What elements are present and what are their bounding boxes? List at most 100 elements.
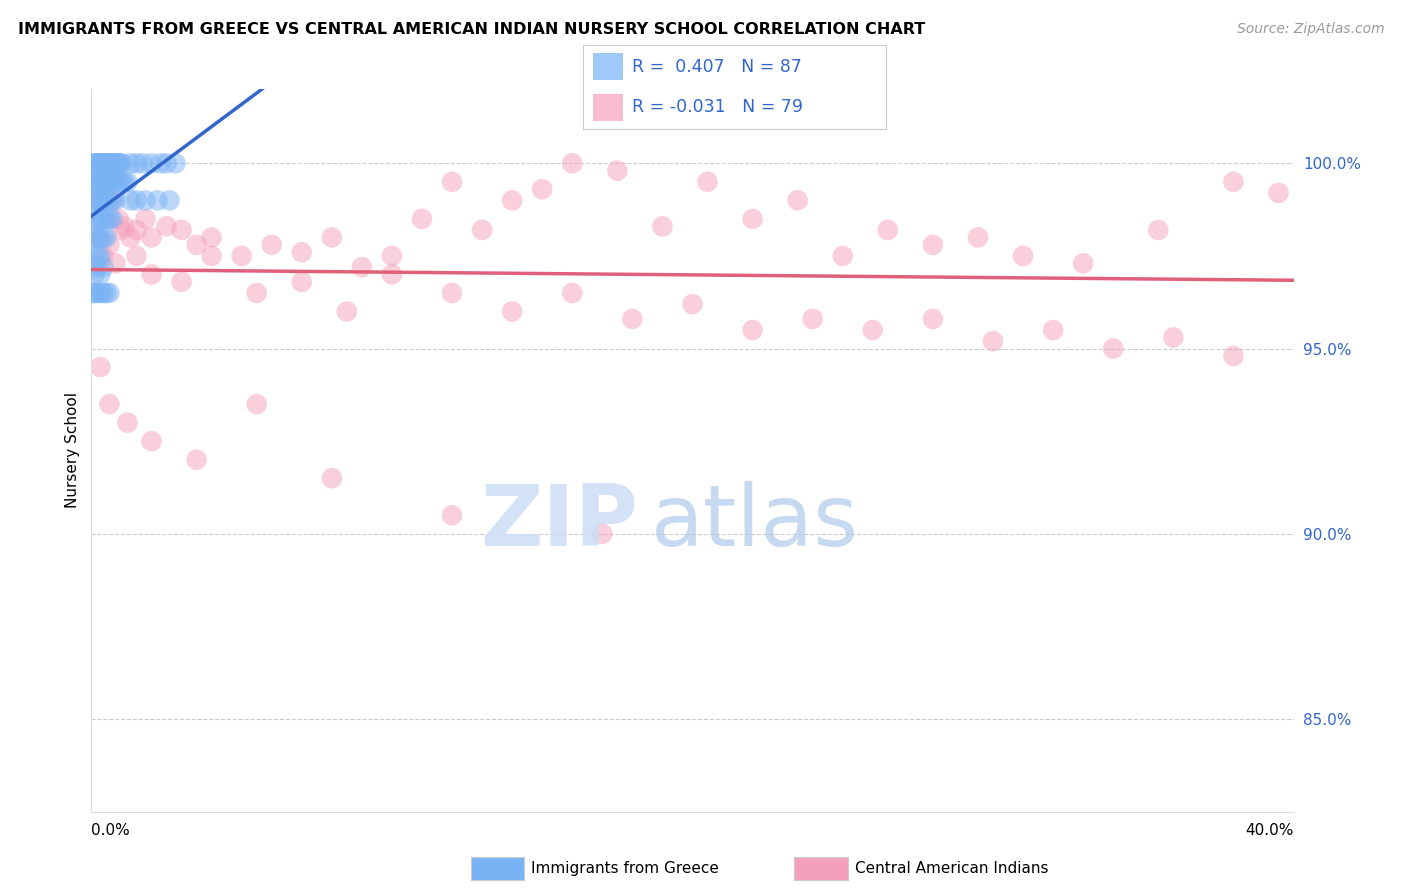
Point	[86, 156, 108, 170]
Point	[84, 175, 107, 189]
Point	[93, 285, 115, 300]
Point	[120, 194, 142, 208]
Point	[114, 175, 136, 189]
Point	[125, 223, 148, 237]
Point	[149, 156, 172, 170]
Point	[1222, 175, 1244, 189]
Point	[100, 156, 122, 170]
Point	[501, 194, 523, 208]
Point	[98, 237, 121, 252]
Point	[411, 211, 433, 226]
Point	[83, 249, 105, 263]
Point	[440, 175, 463, 189]
Point	[117, 175, 139, 189]
Point	[651, 219, 673, 234]
Point	[93, 211, 115, 226]
Point	[155, 156, 177, 170]
Point	[86, 175, 108, 189]
Point	[98, 194, 121, 208]
Point	[93, 249, 115, 263]
Point	[134, 194, 156, 208]
Point	[86, 260, 108, 274]
Point	[101, 211, 124, 226]
Point	[1012, 249, 1035, 263]
Point	[98, 397, 121, 411]
Point	[117, 416, 139, 430]
Text: 40.0%: 40.0%	[1246, 822, 1294, 838]
Point	[159, 194, 181, 208]
Point	[89, 249, 111, 263]
Point	[97, 156, 120, 170]
Point	[155, 219, 177, 234]
Point	[90, 156, 112, 170]
Point	[83, 194, 105, 208]
Point	[93, 156, 115, 170]
Point	[561, 285, 583, 300]
Point	[84, 156, 107, 170]
Point	[381, 249, 404, 263]
Point	[231, 249, 253, 263]
Point	[86, 211, 108, 226]
Text: Immigrants from Greece: Immigrants from Greece	[531, 862, 720, 876]
Point	[86, 230, 108, 244]
Point	[87, 156, 110, 170]
Point	[89, 156, 111, 170]
Point	[96, 194, 118, 208]
Point	[606, 163, 628, 178]
Point	[96, 186, 118, 200]
Point	[83, 175, 105, 189]
Point	[201, 249, 224, 263]
Point	[440, 285, 463, 300]
Point	[87, 175, 110, 189]
Point	[82, 175, 104, 189]
Point	[98, 285, 121, 300]
Point	[82, 194, 104, 208]
Point	[86, 285, 108, 300]
Point	[741, 323, 763, 337]
Point	[108, 156, 131, 170]
Point	[93, 194, 115, 208]
Point	[94, 175, 117, 189]
Point	[801, 312, 824, 326]
Point	[862, 323, 884, 337]
Point	[101, 175, 124, 189]
Point	[93, 175, 115, 189]
Point	[201, 230, 224, 244]
Point	[96, 230, 118, 244]
Point	[96, 285, 118, 300]
Point	[131, 156, 153, 170]
Point	[86, 194, 108, 208]
Point	[471, 223, 494, 237]
Point	[170, 275, 193, 289]
Bar	[592, 94, 623, 120]
Point	[165, 156, 187, 170]
Point	[104, 175, 127, 189]
Point	[120, 230, 142, 244]
Point	[105, 156, 128, 170]
Point	[104, 194, 127, 208]
Text: ZIP: ZIP	[481, 481, 638, 565]
Point	[246, 397, 269, 411]
Text: R =  0.407   N = 87: R = 0.407 N = 87	[631, 58, 801, 76]
Point	[141, 156, 163, 170]
Point	[922, 237, 945, 252]
Point	[381, 268, 404, 282]
Point	[922, 312, 945, 326]
Point	[83, 230, 105, 244]
Point	[86, 249, 108, 263]
Point	[83, 175, 105, 189]
Point	[186, 237, 208, 252]
Point	[981, 334, 1004, 348]
Point	[107, 211, 129, 226]
Point	[741, 211, 763, 226]
Point	[83, 211, 105, 226]
Point	[501, 304, 523, 318]
Point	[1102, 342, 1125, 356]
Point	[107, 175, 129, 189]
Point	[93, 201, 115, 215]
Point	[336, 304, 359, 318]
Text: R = -0.031   N = 79: R = -0.031 N = 79	[631, 98, 803, 116]
Point	[83, 156, 105, 170]
Point	[141, 230, 163, 244]
Point	[98, 156, 121, 170]
